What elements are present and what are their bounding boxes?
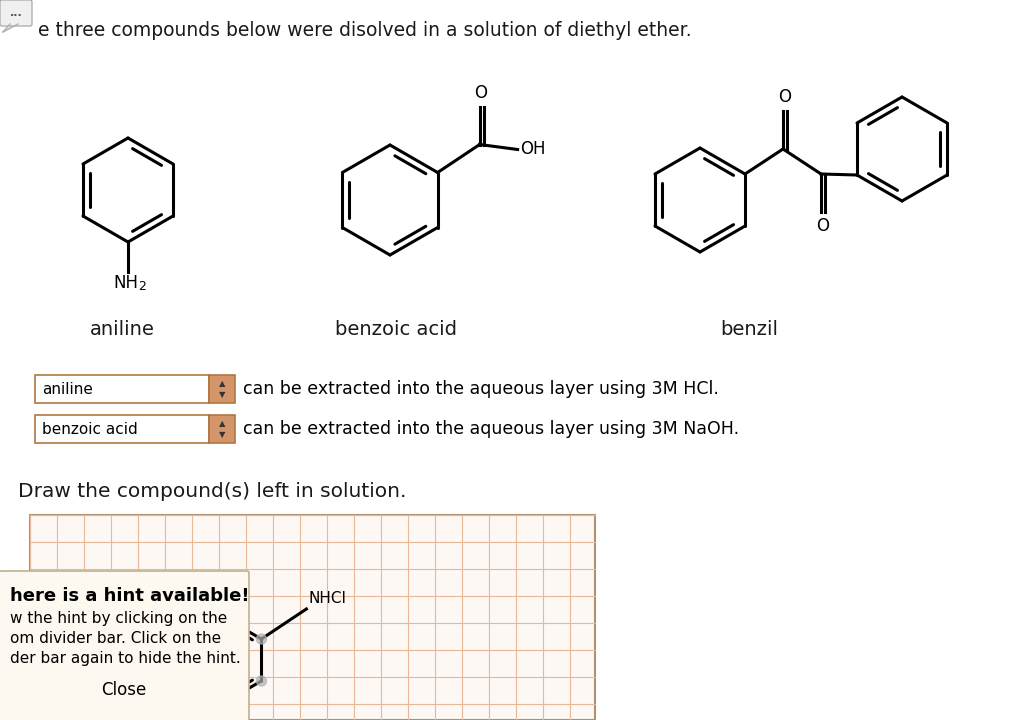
Text: NHCI: NHCI: [308, 591, 346, 606]
Text: can be extracted into the aqueous layer using 3M HCl.: can be extracted into the aqueous layer …: [243, 380, 719, 398]
Text: Close: Close: [101, 681, 146, 699]
FancyBboxPatch shape: [0, 571, 249, 720]
Text: 2: 2: [138, 280, 146, 293]
Text: e three compounds below were disolved in a solution of diethyl ether.: e three compounds below were disolved in…: [38, 20, 691, 40]
Text: benzoic acid: benzoic acid: [335, 320, 457, 339]
Text: can be extracted into the aqueous layer using 3M NaOH.: can be extracted into the aqueous layer …: [243, 420, 739, 438]
Text: aniline: aniline: [42, 382, 93, 397]
Bar: [209, 375, 234, 403]
Text: ▼: ▼: [219, 390, 225, 400]
Bar: [35, 415, 209, 443]
Circle shape: [183, 634, 194, 644]
Bar: [30, 515, 595, 720]
Text: w the hint by clicking on the: w the hint by clicking on the: [10, 611, 227, 626]
Text: NH: NH: [114, 274, 138, 292]
Text: Draw the compound(s) left in solution.: Draw the compound(s) left in solution.: [18, 482, 407, 501]
FancyBboxPatch shape: [0, 0, 32, 26]
Bar: [209, 415, 234, 443]
Text: om divider bar. Click on the: om divider bar. Click on the: [10, 631, 221, 646]
Bar: [35, 375, 209, 403]
Text: O: O: [778, 88, 792, 106]
Text: O: O: [474, 84, 487, 102]
Text: ▲: ▲: [219, 379, 225, 389]
Text: O: O: [816, 217, 829, 235]
Text: ▲: ▲: [219, 420, 225, 428]
Text: aniline: aniline: [90, 320, 155, 339]
Circle shape: [183, 676, 194, 686]
Circle shape: [256, 676, 266, 686]
Circle shape: [220, 697, 230, 707]
Text: ▼: ▼: [219, 431, 225, 439]
Text: here is a hint available!: here is a hint available!: [10, 587, 250, 605]
Text: benzoic acid: benzoic acid: [42, 421, 138, 436]
Text: benzil: benzil: [720, 320, 778, 339]
Text: der bar again to hide the hint.: der bar again to hide the hint.: [10, 651, 241, 666]
Text: ...: ...: [9, 8, 23, 18]
Circle shape: [256, 634, 266, 644]
Text: OH: OH: [519, 140, 545, 158]
Polygon shape: [3, 24, 18, 32]
Circle shape: [220, 613, 230, 623]
